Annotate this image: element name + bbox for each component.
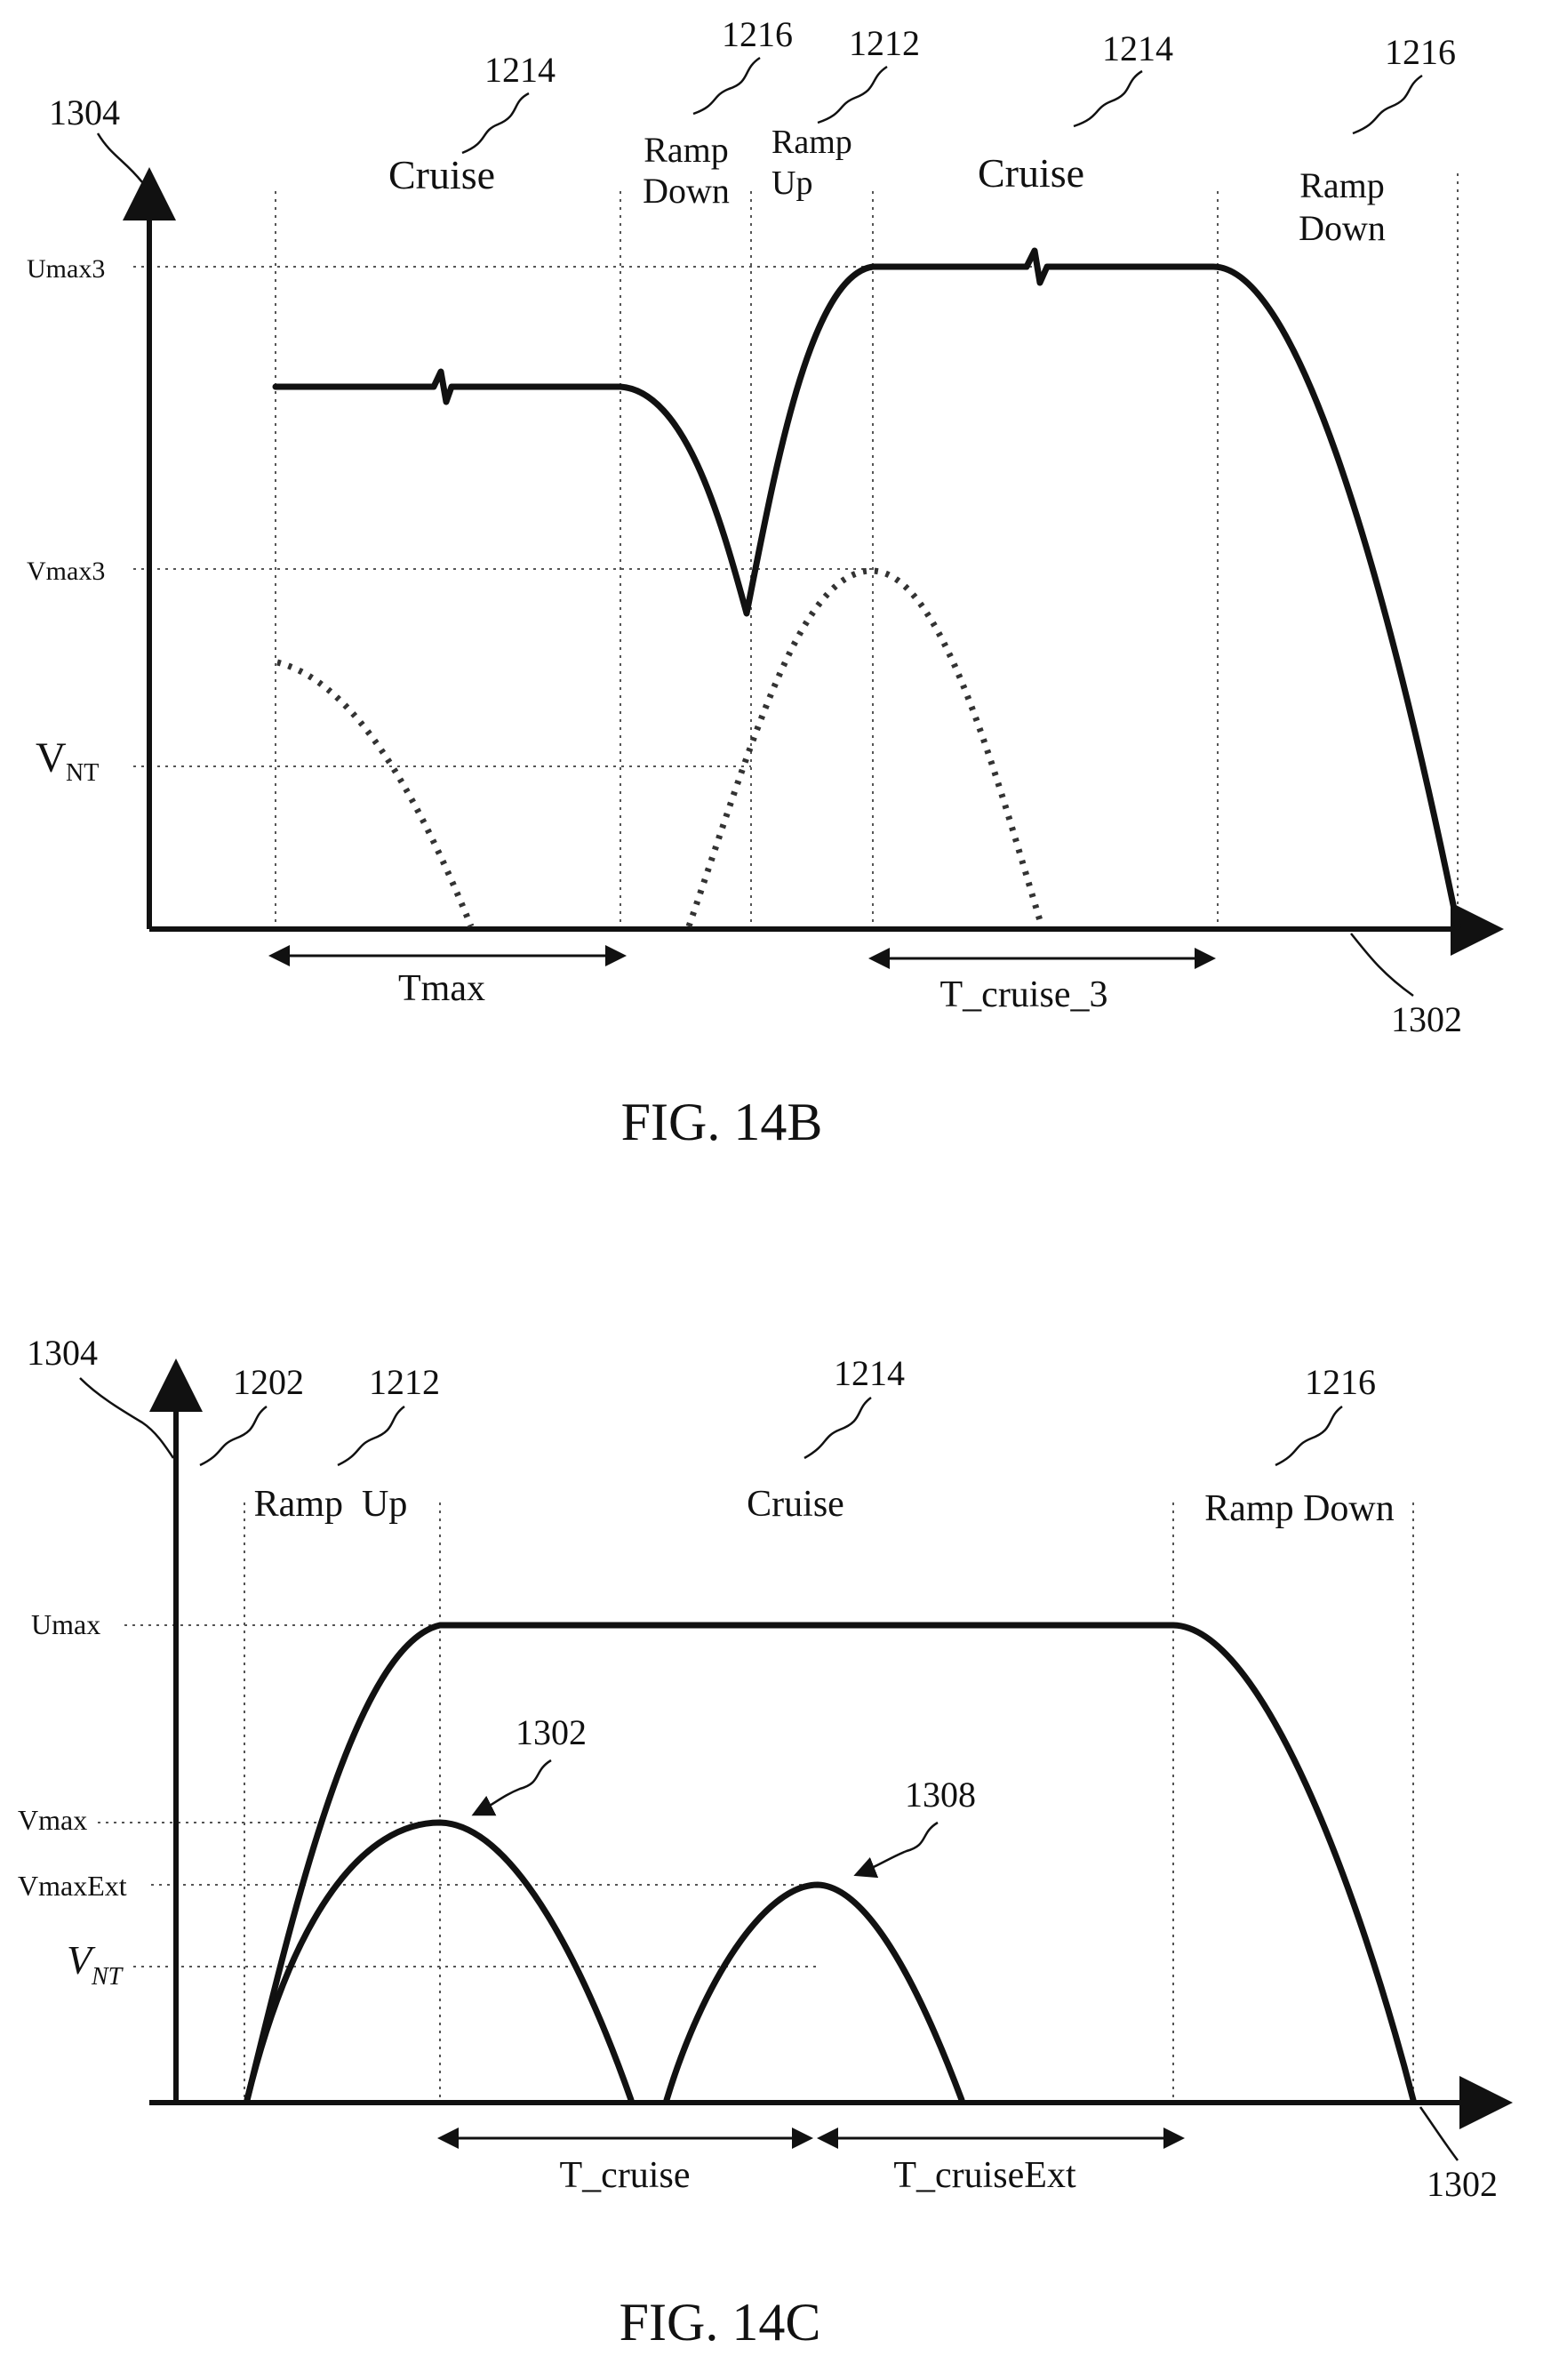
fig14b-tmax-label: Tmax bbox=[398, 968, 485, 1009]
fig14b-phase-cruise-1: Cruise bbox=[388, 152, 495, 197]
fig14c-ref-ramp-up: 1212 bbox=[369, 1362, 440, 1402]
fig14c-ref-cruise: 1214 bbox=[834, 1353, 905, 1393]
fig14b-ref-x-axis-leader bbox=[1350, 933, 1414, 998]
fig14b-ref-y-axis: 1304 bbox=[49, 92, 120, 132]
fig14c-ref-curve-vmax-leader bbox=[471, 1759, 552, 1816]
fig14b-ref-cruise-2: 1214 bbox=[1102, 28, 1173, 68]
fig14b-ref-ramp-down-2: 1216 bbox=[1385, 32, 1456, 72]
fig14b-ref-cruise-1-leader bbox=[461, 92, 530, 155]
fig14c-vnt-label-sub: NT bbox=[91, 1963, 124, 1991]
fig14b-phase-ramp-down-1-line1: Ramp bbox=[644, 130, 729, 170]
fig14c-t-cruise-ext-label: T_cruiseExt bbox=[893, 2155, 1076, 2196]
fig14b-vnt-label-sub: NT bbox=[66, 759, 99, 787]
fig14c-vmax-curve bbox=[244, 1819, 635, 2104]
fig14b-vmax3-label: Vmax3 bbox=[27, 557, 105, 586]
fig14b-ref-x-axis: 1302 bbox=[1391, 999, 1462, 1039]
fig14b-phase-ramp-up-line2: Up bbox=[772, 164, 812, 202]
fig14c-phase-ramp-down: Ramp Down bbox=[1204, 1488, 1395, 1529]
fig14c-ref-x-axis: 1302 bbox=[1427, 2164, 1498, 2204]
fig14b-phase-ramp-down-2-line1: Ramp bbox=[1299, 165, 1385, 205]
fig14b-phase-ramp-down-2-line2: Down bbox=[1299, 208, 1386, 248]
fig14c-phase-cruise: Cruise bbox=[747, 1484, 844, 1525]
fig14b-ref-cruise-1: 1214 bbox=[484, 50, 556, 90]
fig14b-velocity-curve-1 bbox=[276, 659, 475, 928]
fig14c-vmaxext-curve bbox=[663, 1881, 965, 2104]
fig14c-ref-ramp-up-leader bbox=[337, 1405, 405, 1467]
fig14c-ref-curve-vmaxext-leader bbox=[853, 1821, 939, 1879]
fig14c-ref-ramp-down: 1216 bbox=[1305, 1362, 1376, 1402]
fig14c-ref-x-axis-leader bbox=[1419, 2106, 1459, 2161]
fig14b-vnt-label-main: V bbox=[36, 734, 67, 781]
fig14c-ref-ramp-down-leader bbox=[1275, 1405, 1343, 1467]
fig14c-ref-y-axis: 1304 bbox=[27, 1333, 98, 1373]
fig14c-ref-start: 1202 bbox=[233, 1362, 304, 1402]
fig14b-guide-lines bbox=[133, 173, 1459, 934]
fig14b-velocity-curve-2 bbox=[685, 567, 1045, 928]
figure-14c: Umax Vmax VmaxExt V NT Ramp Up Cruise Ra… bbox=[18, 1333, 1513, 2352]
fig14b-phase-ramp-up-line1: Ramp bbox=[772, 124, 852, 161]
fig14b-umax3-label: Umax3 bbox=[27, 254, 105, 284]
fig14c-vmax-label: Vmax bbox=[18, 1804, 87, 1836]
fig14b-t-cruise-3-label: T_cruise_3 bbox=[940, 974, 1108, 1015]
fig14c-phase-ramp-up: Ramp Up bbox=[254, 1484, 408, 1525]
fig14c-ref-start-leader bbox=[199, 1405, 268, 1467]
fig14c-ref-curve-vmax: 1302 bbox=[516, 1712, 587, 1752]
fig14b-ref-ramp-down-2-leader bbox=[1352, 74, 1423, 135]
fig14c-ref-y-axis-leader bbox=[79, 1377, 175, 1459]
fig14b-ref-ramp-up-leader bbox=[817, 65, 888, 124]
fig14b-ref-y-axis-leader bbox=[96, 132, 143, 183]
fig14c-ref-cruise-leader bbox=[803, 1396, 872, 1460]
fig14c-ref-curve-vmaxext: 1308 bbox=[905, 1775, 976, 1815]
fig14c-vmaxext-label: VmaxExt bbox=[18, 1870, 127, 1902]
fig14c-vnt-label-main: V bbox=[67, 1937, 96, 1983]
fig14b-phase-ramp-down-1-line2: Down bbox=[643, 171, 730, 211]
fig14b-ref-ramp-down-1: 1216 bbox=[722, 14, 793, 54]
fig14c-t-cruise-label: T_cruise bbox=[560, 2155, 691, 2196]
fig14c-umax-label: Umax bbox=[31, 1608, 100, 1640]
fig14b-ref-ramp-up: 1212 bbox=[849, 23, 920, 63]
fig14b-caption: FIG. 14B bbox=[621, 1093, 823, 1151]
fig14b-phase-cruise-2: Cruise bbox=[978, 150, 1084, 196]
fig14b-ref-ramp-down-1-leader bbox=[692, 56, 761, 116]
fig14b-ref-cruise-2-leader bbox=[1073, 69, 1143, 128]
figure-14b: Umax3 Vmax3 V NT Cruise Ramp Down Ramp U… bbox=[27, 14, 1504, 1151]
fig14c-umax-curve bbox=[244, 1622, 1417, 2104]
fig14c-caption: FIG. 14C bbox=[620, 2293, 821, 2352]
fig14b-umax-curve bbox=[272, 247, 1461, 930]
fig14c-guide-lines bbox=[98, 1503, 1414, 2103]
